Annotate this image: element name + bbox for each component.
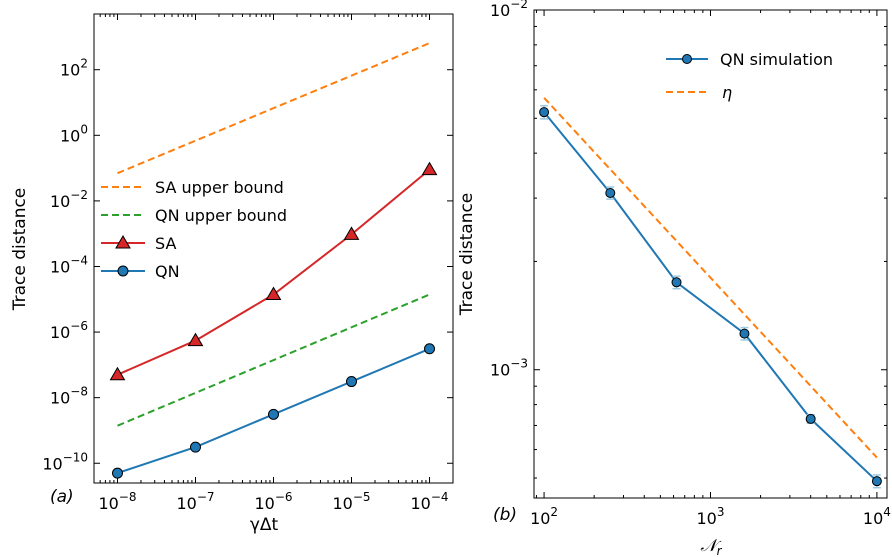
panel-a-qn-upper-bound-line (117, 293, 430, 427)
panel-b-frame (533, 9, 888, 499)
panel-b-x-tick-label: 104 (863, 505, 891, 528)
panel-a-frame (93, 13, 454, 484)
panel-b-series (539, 97, 882, 489)
legend-qn-simulation-marker (682, 54, 692, 64)
panel-b-qn-simulation-point (805, 413, 816, 424)
panel-a-x-tick-label: 10−4 (410, 490, 448, 513)
panel-a: 10−8 10−7 10−6 10−5 10−4 10−10 10−8 10−6 10−4 10−… (10, 13, 454, 535)
panel-a-series (109, 42, 438, 479)
panel-a-qn-point (346, 376, 358, 388)
panel-a-qn-point (111, 467, 123, 479)
panel-a-qn-point (268, 408, 279, 420)
panel-a-sa-point (265, 286, 282, 300)
legend-sa-marker (115, 235, 131, 249)
panel-b-legend: QN simulation η (666, 50, 833, 102)
panel-a-y-tick-label: 100 (60, 122, 88, 145)
panel-b-qn-simulation-point (671, 277, 682, 288)
panel-b-y-tick-label: 10−3 (490, 357, 528, 380)
panel-a-sa-point (109, 366, 126, 381)
panel-a-x-tick-label: 10−8 (98, 490, 136, 513)
panel-a-qn-point (189, 441, 201, 453)
legend-qn-marker (117, 265, 129, 277)
panel-b-qn-simulation-point (605, 187, 616, 198)
panel-b-y-tick-label: 10−2 (490, 0, 528, 20)
panel-a-sa-point (421, 161, 438, 176)
panel-a-y-tick-label: 10−4 (50, 253, 88, 276)
panel-a-y-tick-label: 10−6 (50, 319, 88, 342)
legend-eta: η (722, 83, 732, 102)
panel-a-x-tick-label: 10−7 (176, 490, 214, 513)
legend-qn-simulation: QN simulation (720, 50, 833, 69)
panel-a-sa-point (187, 332, 204, 347)
panel-a-xlabel: γΔt (250, 515, 279, 535)
panel-b-qn-simulation-point (739, 328, 750, 339)
panel-b-tag: (b) (493, 505, 517, 525)
panel-a-tag: (a) (50, 487, 74, 507)
panel-a-y-tick-label: 10−8 (50, 385, 88, 408)
panel-a-y-tick-label: 10−10 (42, 450, 88, 473)
panel-b-qn-simulation-point (871, 476, 882, 487)
panel-a-ticks: 10−8 10−7 10−6 10−5 10−4 10−10 10−8 10−6 10−4 10−… (42, 14, 453, 513)
panel-b-x-tick-label: 102 (530, 505, 558, 528)
panel-b-ticks: 102 103 104 10−3 10−2 (490, 0, 891, 528)
panel-a-ylabel: Trace distance (10, 188, 30, 312)
panel-a-y-tick-label: 102 (60, 57, 88, 80)
panel-b: 102 103 104 10−3 10−2 QN simulation η (b) Tr… (457, 0, 891, 557)
panel-a-qn-point (424, 343, 436, 355)
panel-b-qn-simulation-line (543, 111, 878, 482)
panel-a-x-tick-label: 10−5 (332, 490, 370, 513)
panel-b-series-line (543, 97, 878, 459)
panel-a-x-tick-label: 10−6 (254, 490, 292, 513)
panel-b-qn-simulation-point (539, 107, 550, 118)
panel-a-y-tick-label: 10−2 (50, 188, 88, 211)
legend-sa-upper-bound: SA upper bound (155, 178, 284, 197)
panel-b-x-tick-label: 103 (696, 505, 724, 528)
panel-a-sa-point (343, 226, 360, 240)
legend-qn: QN (155, 262, 180, 281)
panel-b-xlabel-sub: r (717, 544, 723, 557)
panel-a-sa-upper-bound-line (117, 42, 430, 175)
panel-b-xlabel: 𝒩r (700, 536, 722, 557)
panel-a-legend: SA upper bound QN upper bound SA QN (101, 178, 287, 281)
panel-b-ylabel: Trace distance (457, 193, 477, 317)
legend-sa: SA (155, 234, 176, 253)
legend-qn-upper-bound: QN upper bound (155, 206, 287, 225)
